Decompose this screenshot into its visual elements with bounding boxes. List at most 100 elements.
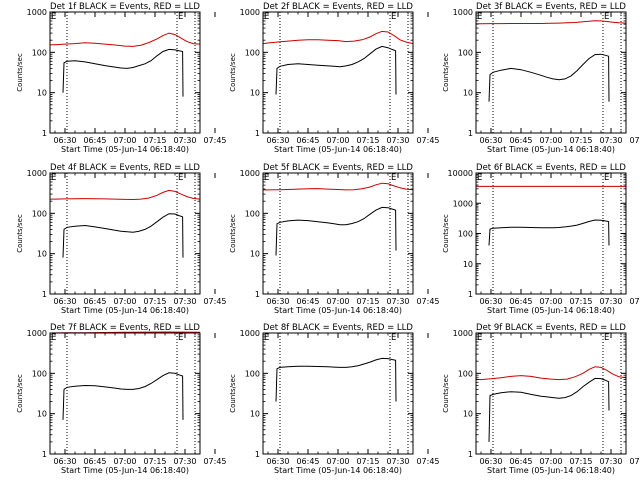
energy-marker-label: E bbox=[604, 12, 609, 22]
y-tick-label: 1 bbox=[42, 450, 47, 459]
x-tick-label: 07:15 bbox=[356, 297, 379, 306]
y-tick-label: 1000 bbox=[453, 8, 473, 17]
y-tick-label: 10 bbox=[250, 89, 260, 98]
x-tick-label: 07:30 bbox=[173, 297, 196, 306]
x-tick-label: 06:30 bbox=[266, 297, 289, 306]
y-tick-label: 1000 bbox=[240, 8, 260, 17]
x-tick-label: 06:30 bbox=[479, 136, 502, 145]
x-axis-label: Start Time (05-Jun-14 06:18:40) bbox=[487, 145, 615, 154]
x-tick-label: 07:00 bbox=[326, 297, 349, 306]
panel-title: Det 6f BLACK = Events, RED = LLD bbox=[476, 163, 626, 173]
y-tick-label: 100 bbox=[245, 369, 260, 378]
y-tick-label: 100 bbox=[458, 230, 473, 239]
y-axis-label: Counts/sec bbox=[229, 374, 237, 413]
x-tick-label: 06:30 bbox=[53, 136, 76, 145]
x-tick-label: 07:30 bbox=[599, 297, 622, 306]
energy-marker-label: E bbox=[604, 173, 609, 183]
x-tick-label: 07:00 bbox=[326, 136, 349, 145]
y-axis-label: Counts/sec bbox=[229, 53, 237, 92]
x-tick-label: 07:15 bbox=[569, 136, 592, 145]
panel-title: Det 8f BLACK = Events, RED = LLD bbox=[263, 323, 413, 333]
series-line-events bbox=[62, 372, 184, 420]
panel-title: Det 5f BLACK = Events, RED = LLD bbox=[263, 163, 413, 173]
x-tick-label: 06:45 bbox=[296, 136, 319, 145]
energy-marker-label: E bbox=[51, 333, 56, 343]
series-line-lld bbox=[263, 182, 414, 191]
y-tick-label: 100 bbox=[32, 48, 47, 57]
y-tick-label: 100 bbox=[245, 48, 260, 57]
x-tick-label: 07:30 bbox=[386, 457, 409, 466]
y-tick-label: 1 bbox=[468, 450, 473, 459]
x-tick-label: 07:45 bbox=[629, 297, 640, 306]
energy-marker-label: E bbox=[391, 12, 396, 22]
y-tick-label: 100 bbox=[458, 369, 473, 378]
y-tick-label: 10 bbox=[463, 410, 473, 419]
energy-marker-label: E bbox=[477, 333, 482, 343]
y-tick-label: 1000 bbox=[240, 329, 260, 338]
x-tick-label: 07:15 bbox=[143, 136, 166, 145]
x-tick-label: 07:30 bbox=[173, 457, 196, 466]
series-line-events bbox=[62, 48, 184, 97]
y-tick-label: 100 bbox=[458, 48, 473, 57]
x-tick-label: 06:30 bbox=[266, 136, 289, 145]
y-tick-label: 100 bbox=[245, 209, 260, 218]
y-tick-label: 1000 bbox=[453, 199, 473, 208]
y-tick-label: 10 bbox=[37, 410, 47, 419]
y-tick-label: 10 bbox=[250, 250, 260, 259]
x-tick-label: 07:45 bbox=[416, 136, 439, 145]
x-tick-label: 06:30 bbox=[53, 297, 76, 306]
y-axis-label: Counts/sec bbox=[16, 53, 24, 92]
x-tick-label: 06:45 bbox=[83, 457, 106, 466]
y-tick-label: 100 bbox=[32, 369, 47, 378]
series-line-lld bbox=[50, 189, 201, 201]
x-axis-label: Start Time (05-Jun-14 06:18:40) bbox=[61, 466, 189, 475]
y-axis-label: Counts/sec bbox=[16, 214, 24, 253]
energy-marker-label: E bbox=[477, 12, 482, 22]
x-tick-label: 07:00 bbox=[326, 457, 349, 466]
series-line-lld bbox=[50, 32, 201, 47]
x-tick-label: 07:15 bbox=[143, 297, 166, 306]
energy-marker-label: E bbox=[178, 173, 183, 183]
energy-marker-label: E bbox=[51, 12, 56, 22]
detector-panel-3: Det 3f BLACK = Events, RED = LLD 1 10 100 10… bbox=[442, 2, 640, 154]
x-tick-label: 06:30 bbox=[479, 297, 502, 306]
detector-panel-7: Det 7f BLACK = Events, RED = LLD 1 10 100 10… bbox=[16, 323, 227, 475]
x-axis-label: Start Time (05-Jun-14 06:18:40) bbox=[487, 306, 615, 315]
x-tick-label: 07:45 bbox=[416, 297, 439, 306]
y-axis-label: Counts/sec bbox=[442, 374, 450, 413]
detector-panel-2: Det 2f BLACK = Events, RED = LLD 1 10 100 10… bbox=[229, 2, 440, 154]
x-tick-label: 07:15 bbox=[569, 457, 592, 466]
y-tick-label: 1000 bbox=[240, 169, 260, 178]
x-tick-label: 07:00 bbox=[539, 457, 562, 466]
series-line-events bbox=[275, 357, 397, 402]
x-axis-label: Start Time (05-Jun-14 06:18:40) bbox=[274, 466, 402, 475]
panel-title: Det 2f BLACK = Events, RED = LLD bbox=[263, 2, 413, 12]
detector-panel-9: Det 9f BLACK = Events, RED = LLD 1 10 100 10… bbox=[442, 323, 640, 475]
y-axis-label: Counts/sec bbox=[442, 53, 450, 92]
energy-marker-label: E bbox=[178, 12, 183, 22]
x-tick-label: 06:30 bbox=[479, 457, 502, 466]
x-tick-label: 07:15 bbox=[569, 297, 592, 306]
detector-panel-1: Det 1f BLACK = Events, RED = LLD 1 10 100 10… bbox=[16, 2, 227, 154]
series-line-events bbox=[488, 53, 610, 102]
y-tick-label: 1000 bbox=[27, 8, 47, 17]
series-line-events bbox=[488, 219, 610, 246]
y-tick-label: 10 bbox=[463, 89, 473, 98]
x-tick-label: 07:00 bbox=[113, 136, 136, 145]
panel-title: Det 1f BLACK = Events, RED = LLD bbox=[50, 2, 200, 12]
x-tick-label: 07:45 bbox=[629, 457, 640, 466]
series-line-lld bbox=[262, 30, 414, 45]
x-tick-label: 07:30 bbox=[173, 136, 196, 145]
x-tick-label: 07:00 bbox=[539, 297, 562, 306]
x-tick-label: 06:30 bbox=[53, 457, 76, 466]
detector-panel-4: Det 4f BLACK = Events, RED = LLD 1 10 100 10… bbox=[16, 163, 227, 315]
series-line-lld bbox=[475, 366, 627, 381]
x-tick-label: 06:45 bbox=[509, 457, 532, 466]
y-tick-label: 10 bbox=[37, 89, 47, 98]
energy-marker-label: E bbox=[264, 333, 269, 343]
x-axis-label: Start Time (05-Jun-14 06:18:40) bbox=[487, 466, 615, 475]
y-tick-label: 10000 bbox=[448, 169, 473, 178]
x-tick-label: 07:45 bbox=[203, 457, 226, 466]
energy-marker-label: E bbox=[264, 12, 269, 22]
panel-title: Det 4f BLACK = Events, RED = LLD bbox=[50, 163, 200, 173]
